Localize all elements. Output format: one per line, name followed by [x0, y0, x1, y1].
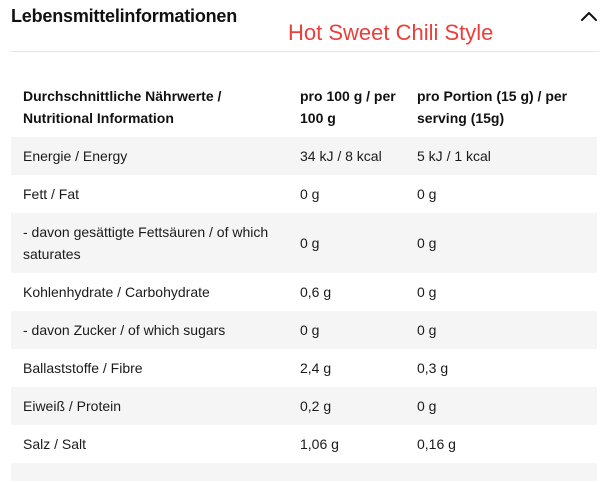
- value-per-serving: 0,16 g: [417, 436, 456, 452]
- table-header-row: Durchschnittliche Nährwerte / Nutritiona…: [11, 76, 597, 137]
- product-variant-label: Hot Sweet Chili Style: [288, 20, 494, 45]
- nutrient-name: Kohlenhydrate / Carbohydrate: [23, 284, 210, 300]
- nutrient-name: Fett / Fat: [23, 186, 80, 202]
- nutrient-name: - davon gesättigte Fettsäuren / of which…: [23, 224, 269, 262]
- value-per-serving: 0 g: [417, 186, 437, 202]
- nutrition-table: Durchschnittliche Nährwerte / Nutritiona…: [11, 76, 597, 481]
- chevron-up-icon[interactable]: [579, 8, 599, 24]
- table-row: Ballaststoffe / Fibre 2,4 g 0,3 g: [11, 349, 597, 387]
- value-per-serving: 0,3 g: [417, 360, 449, 376]
- nutrient-name: Energie / Energy: [23, 148, 128, 164]
- table-row: Energie / Energy 34 kJ / 8 kcal 5 kJ / 1…: [11, 137, 597, 175]
- header-divider: [11, 51, 599, 52]
- table-row: Salz / Salt 1,06 g 0,16 g: [11, 425, 597, 463]
- table-row: Kohlenhydrate / Carbohydrate 0,6 g 0 g: [11, 273, 597, 311]
- nutrient-name: Ballaststoffe / Fibre: [23, 360, 143, 376]
- column-header-per-serving: pro Portion (15 g) / per serving (15g): [417, 87, 568, 126]
- table-row: Fett / Fat 0 g 0 g: [11, 175, 597, 213]
- section-header[interactable]: Lebensmittelinformationen Hot Sweet Chil…: [0, 0, 610, 52]
- value-per-serving: 0 g: [417, 398, 437, 414]
- section-title: Lebensmittelinformationen: [11, 6, 238, 26]
- nutrient-name: Eiweiß / Protein: [23, 398, 122, 414]
- value-per-serving: 0 g: [417, 235, 437, 251]
- table-row: [11, 463, 597, 481]
- value-per-100g: 0 g: [300, 186, 320, 202]
- value-per-100g: 0,2 g: [300, 398, 332, 414]
- table-row: Eiweiß / Protein 0,2 g 0 g: [11, 387, 597, 425]
- value-per-serving: 0 g: [417, 322, 437, 338]
- table-row: - davon gesättigte Fettsäuren / of which…: [11, 213, 597, 273]
- value-per-100g: 0 g: [300, 235, 320, 251]
- table-row: - davon Zucker / of which sugars 0 g 0 g: [11, 311, 597, 349]
- value-per-100g: 1,06 g: [300, 436, 339, 452]
- nutrient-name: Salz / Salt: [23, 436, 87, 452]
- value-per-100g: 0 g: [300, 322, 320, 338]
- value-per-100g: 34 kJ / 8 kcal: [300, 148, 382, 164]
- column-header-per-100g: pro 100 g / per 100 g: [300, 87, 396, 126]
- value-per-serving: 5 kJ / 1 kcal: [417, 148, 491, 164]
- column-header-nutrient: Durchschnittliche Nährwerte / Nutritiona…: [23, 87, 222, 126]
- value-per-100g: 0,6 g: [300, 284, 332, 300]
- value-per-100g: 2,4 g: [300, 360, 332, 376]
- nutrient-name: - davon Zucker / of which sugars: [23, 322, 226, 338]
- value-per-serving: 0 g: [417, 284, 437, 300]
